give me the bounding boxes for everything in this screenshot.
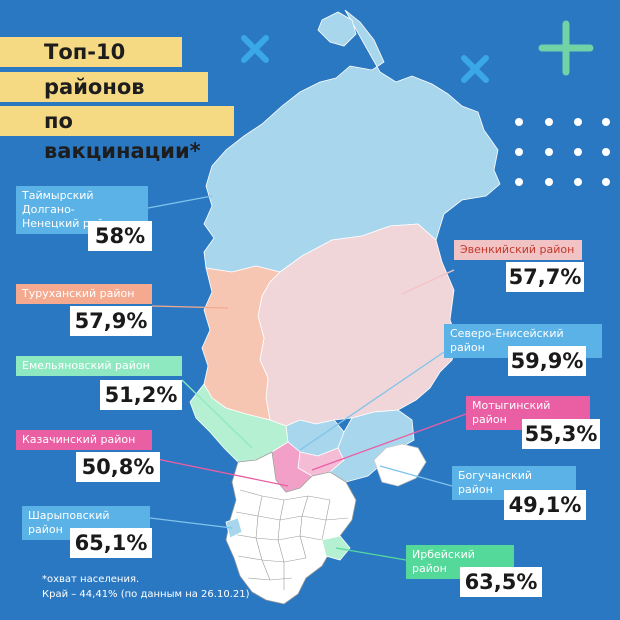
title-line-3: по вакцинации* [0,106,234,163]
district-value-boguchany: 49,1% [504,490,586,520]
region-taimyr [203,9,501,273]
district-value-taimyr: 58% [88,221,152,251]
district-value-irbeiskoe: 63,5% [460,567,542,597]
dot-grid [515,118,610,186]
title-line-2: районов края [0,72,208,129]
district-label-evenki: Эвенкийский район [454,240,582,260]
region-sharypovo [225,517,243,539]
district-value-severo-yeniseysk: 59,9% [508,346,586,376]
district-label-kazachinskoe: Казачинский район [16,430,152,450]
district-name-line: Таймырский Долгано- [22,189,94,216]
district-label-emelyanovo: Емельяновский район [16,356,182,376]
region-turukhansk [201,265,281,421]
x-cross-icon [461,55,489,83]
district-label-turukhansk: Туруханский район [16,284,152,304]
plus-icon [538,20,594,76]
region-south-districts [225,451,357,605]
district-value-turukhansk: 57,9% [70,306,152,336]
footnote-line-1: *охват населения. [42,574,140,585]
region-taimyr-islands [317,11,357,47]
title-line-1: Топ-10 [0,37,182,67]
x-cross-icon [241,35,269,63]
district-value-motygino: 55,3% [522,419,600,449]
district-value-sharypovo: 65,1% [70,528,152,558]
district-value-emelyanovo: 51,2% [100,380,182,410]
district-borders [231,489,349,590]
leader-lines [147,195,467,561]
district-value-kazachinskoe: 50,8% [76,452,160,482]
footnote-line-2: Край – 44,41% (по данным на 26.10.21) [42,589,250,600]
district-value-evenki: 57,7% [506,262,584,292]
